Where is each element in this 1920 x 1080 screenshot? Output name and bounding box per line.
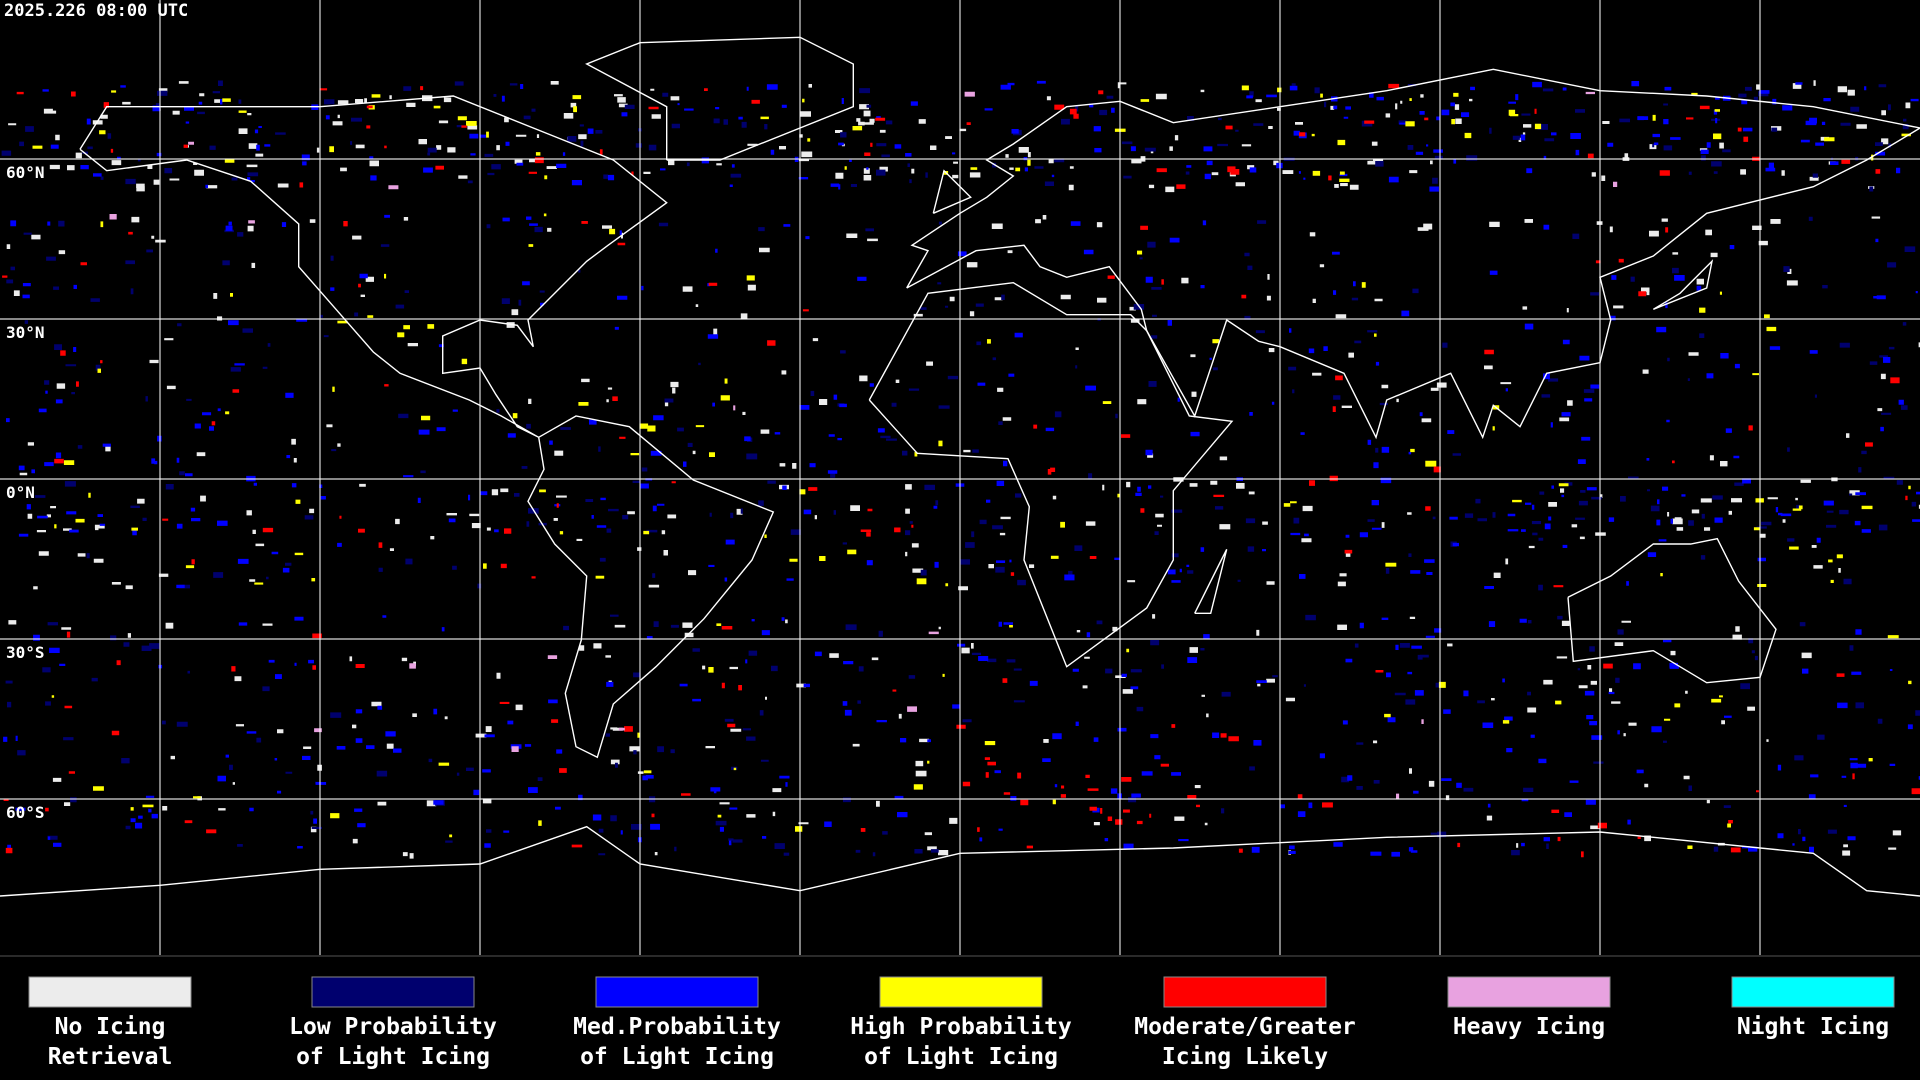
legend-label: Med.Probability: [573, 1014, 781, 1040]
timestamp: 2025.226 08:00 UTC: [4, 1, 188, 21]
legend-swatch: [1447, 976, 1611, 1008]
legend-swatch: [1163, 976, 1327, 1008]
coastline: [932, 169, 972, 214]
coastline: [1567, 537, 1777, 684]
legend-swatch: [595, 976, 759, 1008]
legend: No Icing Retrieval Low Probability of Light…: [28, 976, 1895, 1070]
legend-label: Retrieval: [48, 1044, 173, 1070]
legend-label: Heavy Icing: [1453, 1014, 1605, 1040]
legend-label: Moderate/Greater: [1134, 1014, 1356, 1040]
legend-label: of Light Icing: [864, 1044, 1058, 1070]
graticule: [0, 0, 1920, 955]
legend-label: of Light Icing: [296, 1044, 490, 1070]
latitude-label: 60°N: [6, 163, 45, 182]
coastline: [868, 281, 1234, 668]
coastline: [527, 415, 775, 759]
coastline: [0, 825, 1920, 897]
coastline: [1194, 548, 1228, 614]
legend-label: Night Icing: [1737, 1014, 1889, 1040]
legend-label: High Probability: [850, 1014, 1072, 1040]
legend-label: No Icing: [55, 1014, 166, 1040]
legend-label: Low Probability: [289, 1014, 497, 1040]
latitude-label: 30°N: [6, 323, 45, 342]
latitude-labels: 60°N 30°N 0°N 30°S 60°S: [6, 163, 45, 822]
legend-swatch: [28, 976, 192, 1008]
legend-swatch: [1731, 976, 1895, 1008]
legend-label: of Light Icing: [580, 1044, 774, 1070]
latitude-label: 0°N: [6, 483, 35, 502]
latitude-label: 30°S: [6, 643, 45, 662]
legend-swatch: [311, 976, 475, 1008]
legend-swatch: [879, 976, 1043, 1008]
coastline: [79, 95, 668, 438]
coastline: [1652, 259, 1714, 310]
latitude-label: 60°S: [6, 803, 45, 822]
legend-label: Icing Likely: [1162, 1044, 1328, 1070]
